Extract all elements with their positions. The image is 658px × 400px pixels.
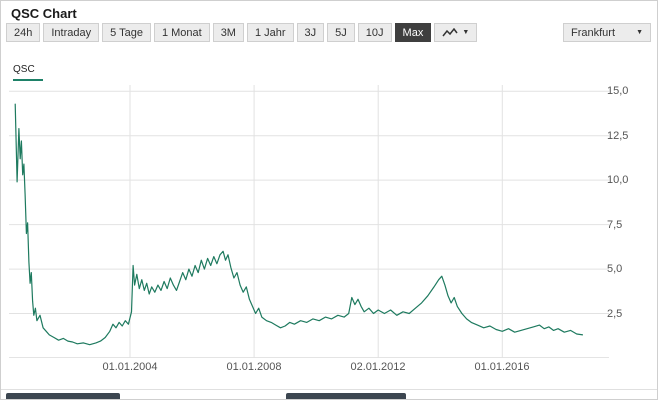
chart-plot-area[interactable] xyxy=(9,85,609,359)
y-axis-label: 5,0 xyxy=(607,263,623,275)
line-chart-icon xyxy=(442,27,458,36)
exchange-label: Frankfurt xyxy=(571,26,616,39)
x-axis-label: 02.01.2012 xyxy=(350,361,406,373)
toolbar-spacer xyxy=(480,23,560,42)
price-line-chart xyxy=(9,85,609,359)
page-title: QSC Chart xyxy=(11,6,77,21)
y-axis-label: 2,5 xyxy=(607,308,623,320)
range-button-3m[interactable]: 3M xyxy=(212,23,244,42)
range-button-5j[interactable]: 5J xyxy=(327,23,355,42)
range-button-5-tage[interactable]: 5 Tage xyxy=(102,23,151,42)
x-axis-label: 01.01.2004 xyxy=(102,361,158,373)
chevron-down-icon: ▼ xyxy=(462,29,470,36)
x-axis-label: 01.01.2016 xyxy=(474,361,530,373)
range-buttons: 24h Intraday 5 Tage 1 Monat 3M 1 Jahr 3J 5J 10J M… xyxy=(6,23,432,42)
range-button-1-monat[interactable]: 1 Monat xyxy=(153,23,210,42)
y-axis-labels: 15,0 12,5 10,0 7,5 5,0 2,5 xyxy=(607,85,653,358)
series-legend-label: QSC xyxy=(13,64,43,81)
chart-type-button[interactable]: ▼ xyxy=(434,23,478,42)
divider xyxy=(1,389,657,390)
bottom-button-1[interactable] xyxy=(6,393,120,399)
series-legend: QSC xyxy=(13,59,43,81)
chevron-down-icon: ▼ xyxy=(636,29,643,36)
range-button-intraday[interactable]: Intraday xyxy=(43,23,100,42)
range-button-3j[interactable]: 3J xyxy=(296,23,325,42)
range-button-1-jahr[interactable]: 1 Jahr xyxy=(246,23,294,42)
exchange-selector[interactable]: Frankfurt ▼ xyxy=(563,23,651,42)
x-axis-label: 01.01.2008 xyxy=(226,361,282,373)
x-axis-labels: 01.01.2004 01.01.2008 02.01.2012 01.01.2016 xyxy=(9,361,609,375)
range-button-10j[interactable]: 10J xyxy=(357,23,392,42)
range-toolbar: 24h Intraday 5 Tage 1 Monat 3M 1 Jahr 3J 5J 10J M… xyxy=(6,23,651,42)
y-axis-label: 10,0 xyxy=(607,174,629,186)
range-button-max[interactable]: Max xyxy=(394,23,432,42)
bottom-button-2[interactable] xyxy=(286,393,406,399)
y-axis-label: 7,5 xyxy=(607,219,623,231)
range-button-24h[interactable]: 24h xyxy=(6,23,41,42)
y-axis-label: 15,0 xyxy=(607,85,629,97)
y-axis-label: 12,5 xyxy=(607,130,629,142)
